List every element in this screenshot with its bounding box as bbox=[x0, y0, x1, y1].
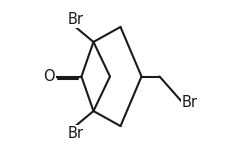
Text: Br: Br bbox=[67, 12, 84, 27]
Text: Br: Br bbox=[67, 126, 84, 141]
Text: Br: Br bbox=[182, 95, 198, 110]
Text: O: O bbox=[43, 69, 55, 84]
